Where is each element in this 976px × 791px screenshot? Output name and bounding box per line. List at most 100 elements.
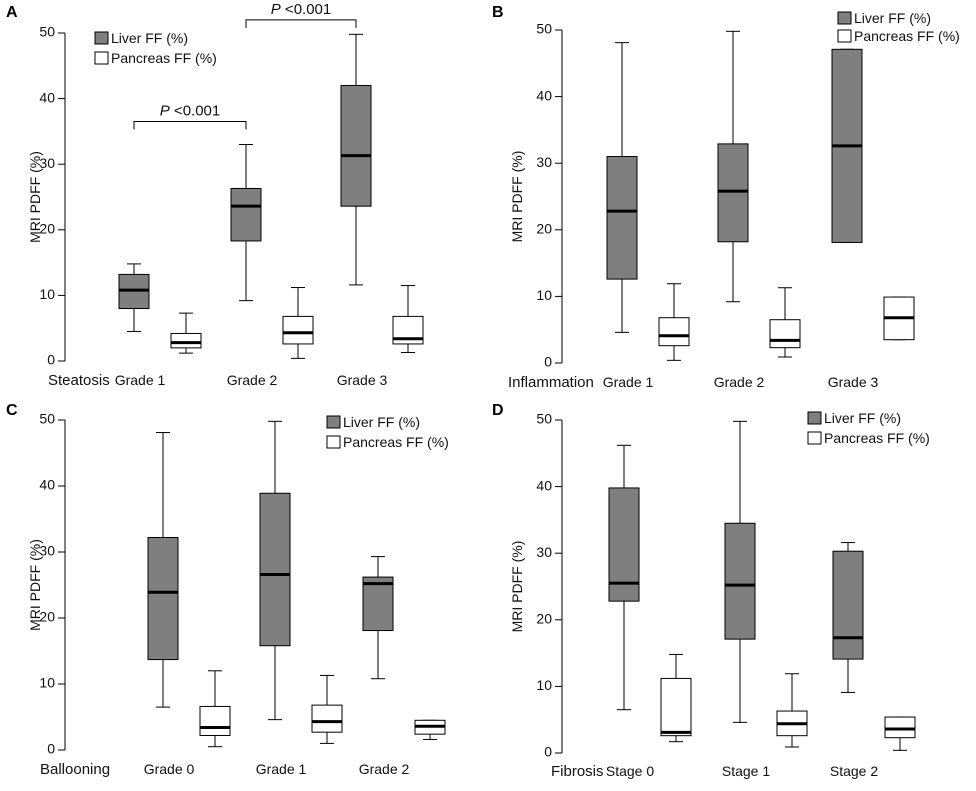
pancreas-box	[414, 719, 446, 740]
y-tick-label: 50	[536, 21, 552, 37]
category-label: Grade 3	[337, 372, 388, 388]
panel-letter: C	[6, 402, 18, 419]
y-tick-label: 0	[544, 354, 552, 370]
box-iqr	[230, 187, 262, 242]
legend: Liver FF (%) Pancreas FF (%)	[807, 410, 930, 446]
legend-swatch-pancreas	[807, 431, 822, 445]
panel-b: B 0 10 20 30 40 50 MRI PDFF (%) Inflammation Grad…	[492, 4, 960, 391]
pancreas-box	[170, 312, 202, 354]
legend-label: Pancreas FF (%)	[824, 430, 930, 446]
p-symbol: P	[271, 1, 281, 18]
y-tick-label: 10	[536, 287, 552, 303]
liver-box	[831, 48, 863, 243]
pancreas-box	[311, 674, 343, 744]
legend-swatch-pancreas	[837, 29, 852, 43]
y-tick-label: 0	[47, 741, 55, 757]
significance-bracket: P <0.001	[245, 1, 357, 28]
legend: Liver FF (%) Pancreas FF (%)	[326, 414, 449, 450]
pancreas-box	[199, 670, 231, 748]
panel-letter: D	[492, 402, 504, 419]
y-tick-label: 50	[536, 411, 552, 427]
box-iqr	[340, 84, 372, 207]
y-tick-label: 30	[39, 543, 55, 559]
y-tick-label: 10	[39, 286, 55, 302]
category-label: Grade 2	[359, 761, 410, 777]
panel-letter: A	[6, 4, 18, 21]
category-label: Grade 2	[227, 372, 278, 388]
liver-box	[259, 420, 291, 721]
legend-label: Pancreas FF (%)	[343, 434, 449, 450]
significance-bracket: P <0.001	[133, 103, 247, 130]
pancreas-box	[658, 283, 690, 361]
legend: Liver FF (%) Pancreas FF (%)	[94, 30, 217, 66]
category-label: Grade 3	[828, 374, 879, 390]
legend: Liver FF (%) Pancreas FF (%)	[837, 10, 960, 44]
legend-label: Liver FF (%)	[111, 30, 188, 46]
box-iqr	[658, 317, 690, 347]
y-tick-label: 30	[39, 155, 55, 171]
y-tick-label: 20	[39, 609, 55, 625]
panel-c: C 0 10 20 30 40 50 MRI PDFF (%) Ballooning Grade …	[6, 402, 449, 778]
category-label: Stage 2	[830, 763, 878, 779]
y-tick-label: 40	[39, 477, 55, 493]
liver-box	[340, 33, 372, 286]
legend-swatch-liver	[807, 411, 822, 425]
y-tick-label: 40	[536, 477, 552, 493]
x-axis-label: Steatosis	[48, 372, 110, 389]
category-label: Grade 2	[714, 374, 765, 390]
legend-swatch-pancreas	[326, 435, 341, 449]
box-iqr	[170, 332, 202, 349]
box-iqr	[884, 716, 916, 739]
pancreas-box	[769, 287, 801, 358]
liver-box	[362, 556, 394, 680]
y-tick-label: 0	[544, 744, 552, 760]
x-axis-label: Ballooning	[40, 761, 110, 778]
pancreas-box	[660, 653, 692, 743]
p-value: <0.001	[170, 103, 220, 120]
y-tick-label: 50	[39, 24, 55, 40]
legend-label: Pancreas FF (%)	[854, 28, 960, 44]
box-iqr	[259, 492, 291, 647]
box-iqr	[724, 522, 756, 640]
legend-swatch-pancreas	[94, 51, 109, 65]
y-tick-label: 0	[47, 352, 55, 368]
y-axis-label: MRI PDFF (%)	[27, 151, 43, 243]
y-tick-label: 50	[39, 411, 55, 427]
box-iqr	[769, 319, 801, 349]
p-value: <0.001	[281, 1, 331, 18]
liver-box	[230, 144, 262, 302]
box-iqr	[147, 536, 179, 661]
box-iqr	[717, 143, 749, 243]
p-value-label: P <0.001	[271, 1, 331, 18]
pancreas-box	[884, 716, 916, 751]
category-label: Grade 1	[115, 372, 166, 388]
legend-swatch-liver	[326, 415, 341, 429]
x-axis-label: Fibrosis	[551, 763, 604, 780]
legend-label: Pancreas FF (%)	[111, 50, 217, 66]
y-tick-label: 30	[536, 154, 552, 170]
y-tick-label: 20	[536, 611, 552, 627]
box-iqr	[311, 704, 343, 733]
box-iqr	[199, 705, 231, 736]
y-axis-label: MRI PDFF (%)	[509, 541, 525, 633]
box-iqr	[660, 677, 692, 737]
category-label: Grade 1	[256, 761, 307, 777]
liver-box	[608, 444, 640, 711]
category-label: Stage 0	[606, 763, 654, 779]
liver-box	[118, 263, 150, 332]
pancreas-box	[883, 296, 915, 341]
bracket-line	[245, 19, 357, 28]
pancreas-box	[282, 287, 314, 359]
liver-box	[717, 30, 749, 303]
legend-label: Liver FF (%)	[824, 410, 901, 426]
liver-box	[832, 542, 864, 693]
y-tick-label: 10	[39, 675, 55, 691]
box-iqr	[832, 550, 864, 660]
liver-box	[147, 432, 179, 708]
panel-a: A 0 10 20 30 40 50 MRI PDFF (%) Steatosis Grade 1…	[6, 1, 424, 389]
box-iqr	[282, 315, 314, 345]
category-label: Grade 1	[603, 374, 654, 390]
y-tick-label: 40	[536, 87, 552, 103]
y-axis-label: MRI PDFF (%)	[509, 151, 525, 243]
